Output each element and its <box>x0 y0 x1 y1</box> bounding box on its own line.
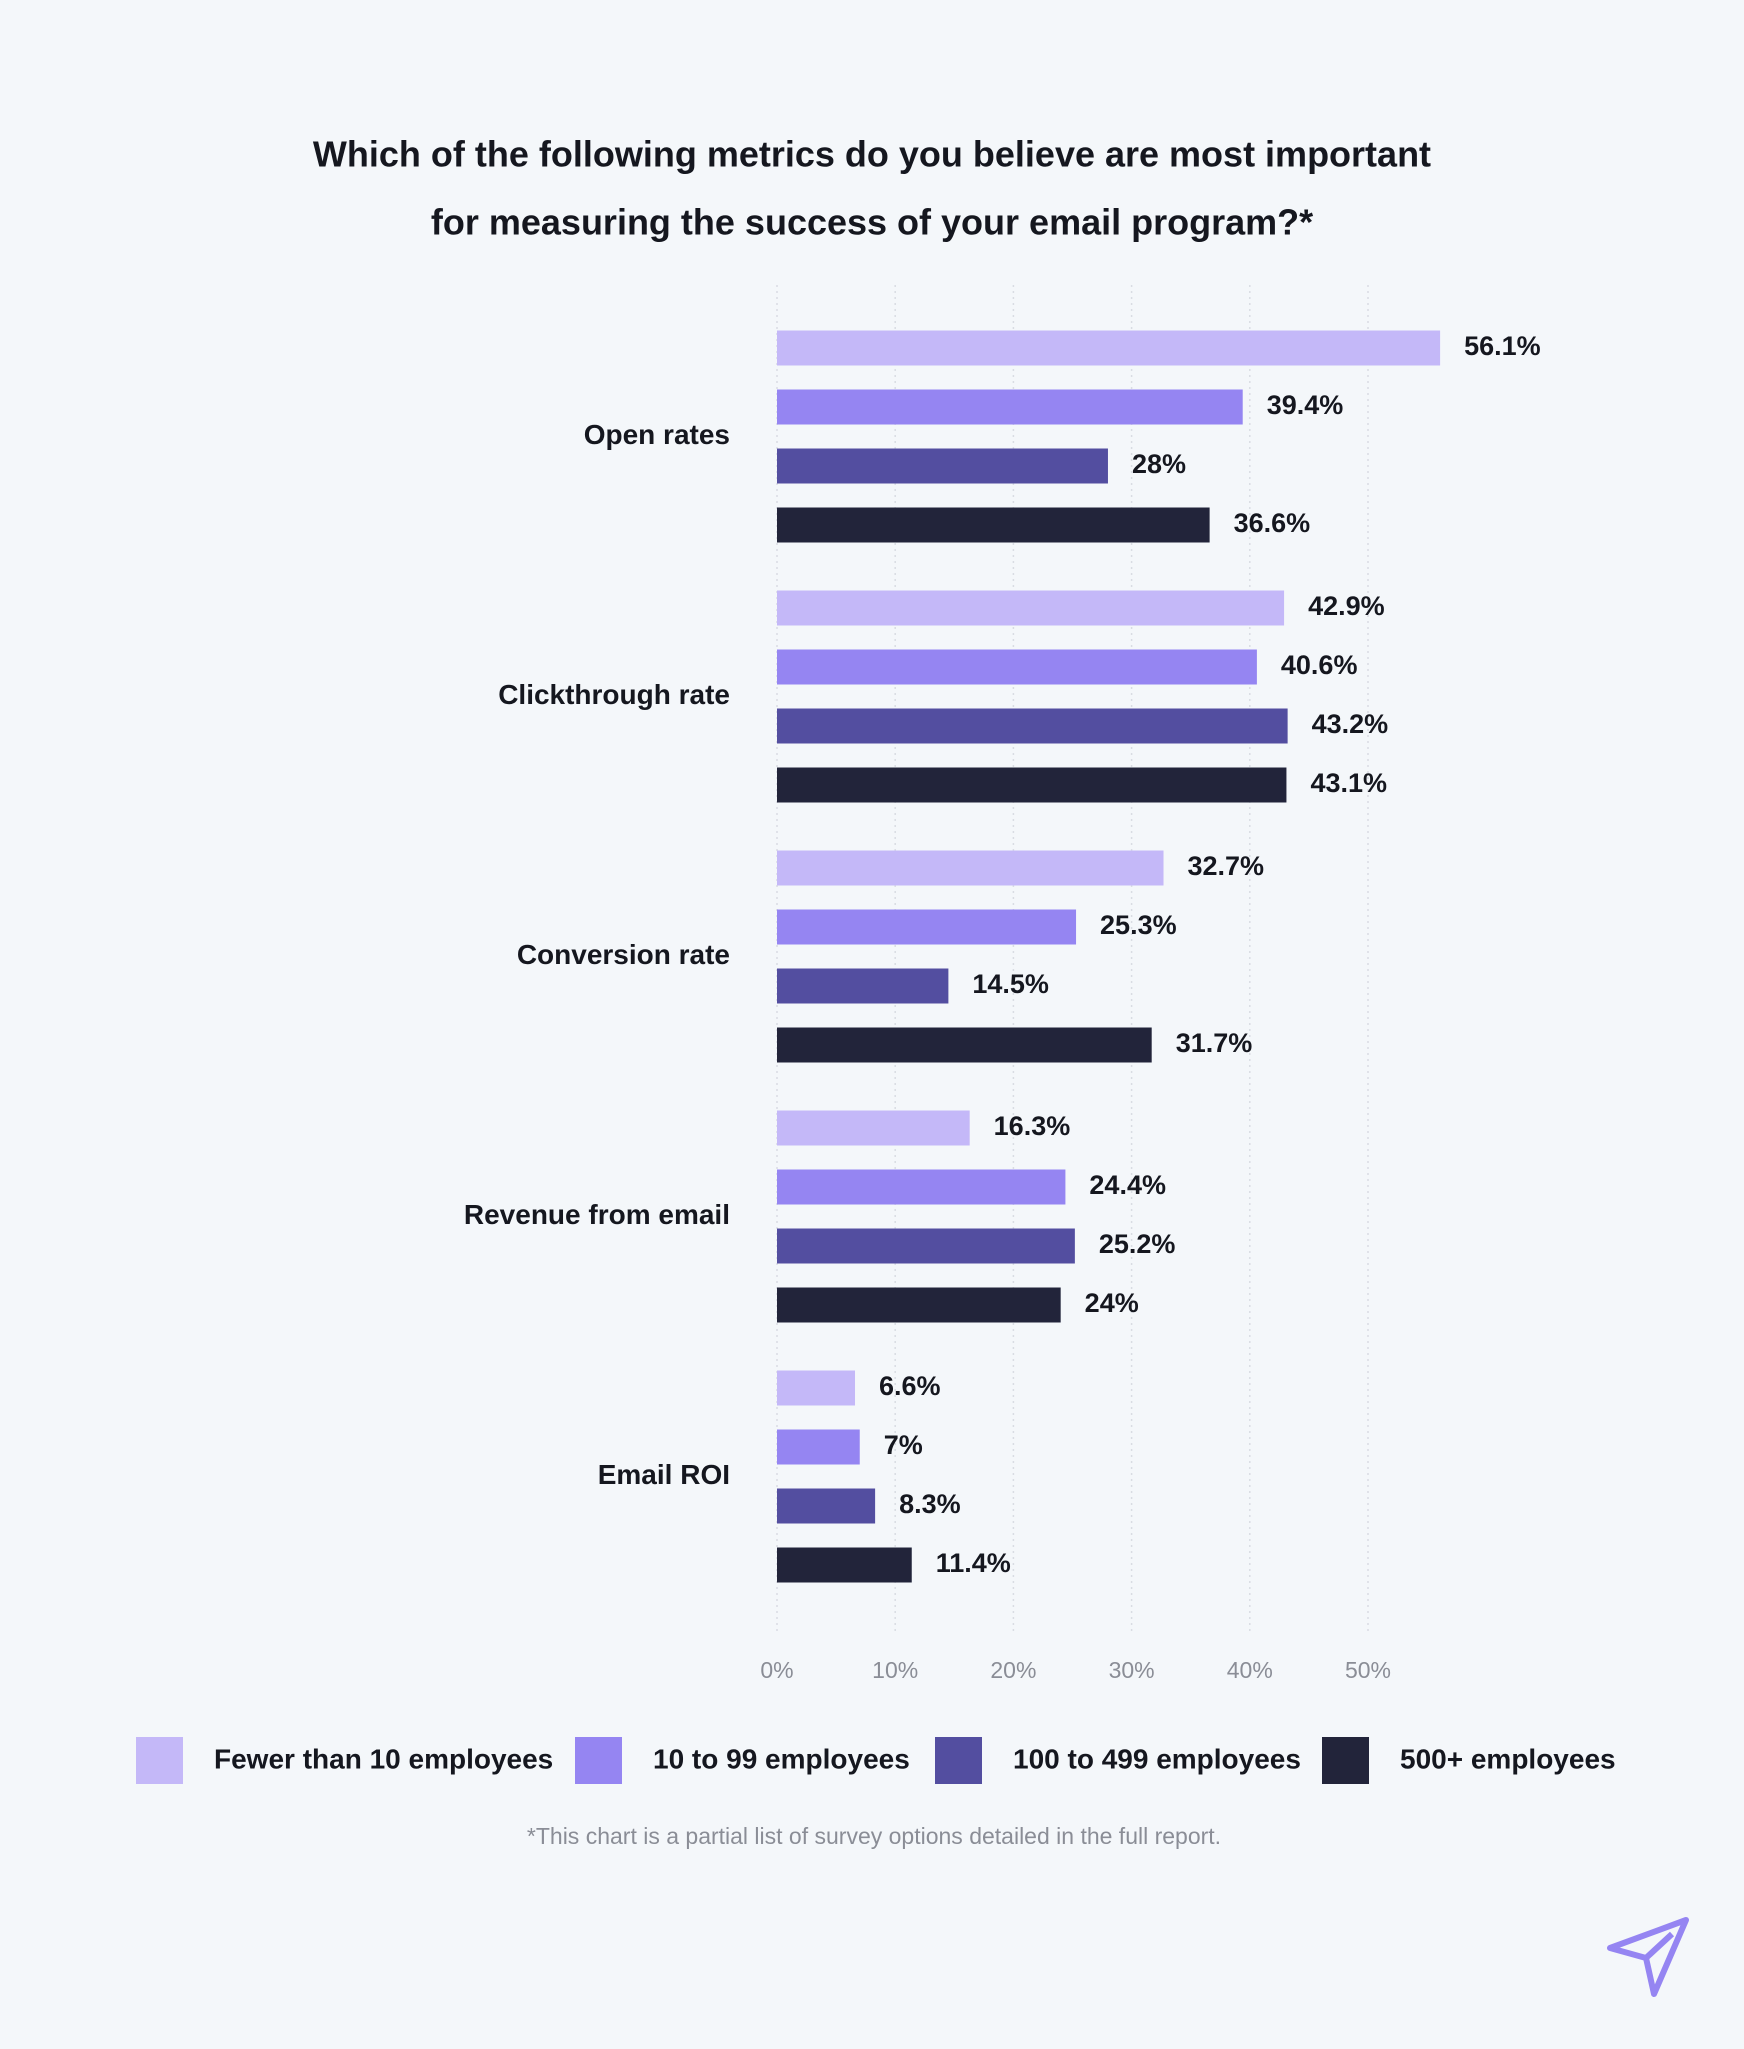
bar <box>777 649 1257 685</box>
footnote: *This chart is a partial list of survey … <box>527 1823 1221 1849</box>
x-tick-label: 0% <box>760 1657 793 1683</box>
category-label: Open rates <box>584 419 730 450</box>
legend-label: 100 to 499 employees <box>1013 1743 1301 1774</box>
bar <box>777 1547 912 1583</box>
legend-label: 500+ employees <box>1400 1743 1616 1774</box>
bar <box>777 1169 1066 1205</box>
bar <box>777 909 1077 945</box>
data-label: 43.1% <box>1310 768 1387 798</box>
data-label: 39.4% <box>1267 390 1344 420</box>
data-label: 36.6% <box>1234 508 1311 538</box>
legend-label: Fewer than 10 employees <box>214 1743 553 1774</box>
data-label: 6.6% <box>879 1371 941 1401</box>
data-label: 56.1% <box>1464 331 1541 361</box>
category-label: Conversion rate <box>517 939 730 970</box>
bar <box>777 1228 1075 1264</box>
x-tick-label: 50% <box>1345 1657 1391 1683</box>
bar <box>777 448 1108 484</box>
data-label: 16.3% <box>994 1111 1071 1141</box>
legend-swatch <box>935 1737 982 1784</box>
data-label: 11.4% <box>936 1548 1011 1578</box>
x-tick-label: 20% <box>990 1657 1036 1683</box>
legend-swatch <box>1322 1737 1369 1784</box>
data-label: 25.3% <box>1100 910 1177 940</box>
x-tick-label: 30% <box>1109 1657 1155 1683</box>
bar <box>777 1027 1152 1063</box>
bar <box>777 1110 970 1146</box>
data-label: 24.4% <box>1089 1170 1166 1200</box>
bar <box>777 590 1285 626</box>
data-label: 14.5% <box>972 969 1049 999</box>
category-label: Clickthrough rate <box>498 679 730 710</box>
legend-swatch <box>575 1737 622 1784</box>
data-label: 8.3% <box>899 1489 961 1519</box>
data-label: 31.7% <box>1176 1028 1253 1058</box>
category-label: Email ROI <box>598 1459 730 1490</box>
legend-swatch <box>136 1737 183 1784</box>
category-label: Revenue from email <box>464 1199 730 1230</box>
data-label: 40.6% <box>1281 650 1358 680</box>
bar <box>777 1429 860 1465</box>
bar <box>777 1488 876 1524</box>
legend-label: 10 to 99 employees <box>653 1743 910 1774</box>
bar <box>777 389 1243 425</box>
bar <box>777 1287 1061 1323</box>
x-tick-label: 40% <box>1227 1657 1273 1683</box>
logo <box>1607 1917 1689 1997</box>
bar <box>777 1370 856 1406</box>
bar <box>777 330 1441 366</box>
bar <box>777 968 949 1004</box>
bar <box>777 850 1164 886</box>
data-label: 28% <box>1132 449 1186 479</box>
chart-title: Which of the following metrics do you be… <box>313 134 1431 175</box>
bar <box>777 708 1288 744</box>
chart-title: for measuring the success of your email … <box>431 202 1313 243</box>
data-label: 42.9% <box>1308 591 1385 621</box>
bar <box>777 507 1210 543</box>
bar <box>777 767 1287 803</box>
data-label: 24% <box>1085 1288 1139 1318</box>
x-tick-label: 10% <box>872 1657 918 1683</box>
data-label: 32.7% <box>1188 851 1265 881</box>
data-label: 25.2% <box>1099 1229 1176 1259</box>
data-label: 43.2% <box>1312 709 1389 739</box>
data-label: 7% <box>884 1430 923 1460</box>
